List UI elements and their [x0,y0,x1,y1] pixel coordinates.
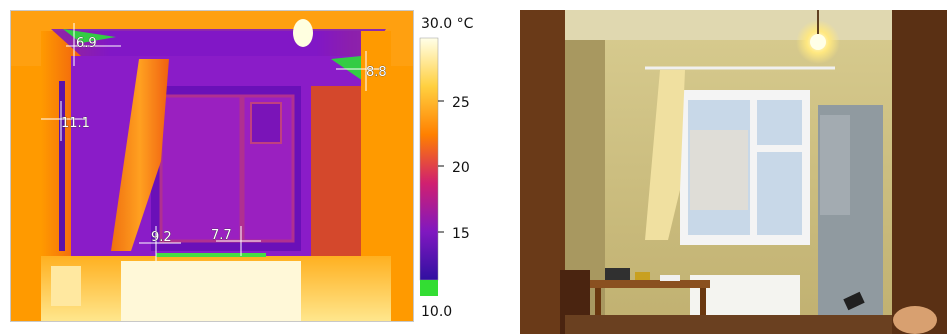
scale-tick-label: 15 [452,226,470,242]
thermal-image: 6.9 8.8 11.1 9.2 7.7 [10,10,414,322]
spot-label: 9.2 [151,230,172,245]
spot-6-9: 6.9 [66,23,121,66]
scale-bar [419,37,439,281]
temperature-scale: 30.0 °C 25 20 15 10.0 [418,10,518,322]
spot-7-7: 7.7 [211,226,261,256]
spot-11-1: 11.1 [41,101,90,141]
spot-label: 11.1 [61,116,90,131]
scale-tick-label: 25 [452,95,470,111]
spot-label: 8.8 [366,65,387,80]
spot-9-2: 9.2 [139,226,181,261]
room-scene [520,10,947,334]
spot-8-8: 8.8 [336,51,387,91]
scale-max-label: 30.0 °C [421,16,474,32]
thermal-scene: 6.9 8.8 11.1 9.2 7.7 [11,11,413,321]
scale-below-range [420,280,438,296]
scale-tick-label: 20 [452,160,470,176]
spot-label: 6.9 [76,36,97,51]
spot-label: 7.7 [211,228,232,243]
scale-min-label: 10.0 [421,304,452,320]
room-photo [520,10,947,334]
